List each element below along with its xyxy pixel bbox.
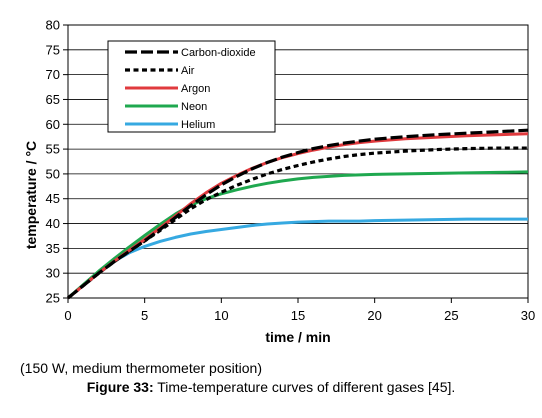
legend-label-helium: Helium [181,119,215,131]
x-tick-label: 5 [141,308,148,323]
chart-note: (150 W, medium thermometer position) [20,360,262,376]
y-tick-label: 35 [46,241,60,256]
series-line-helium [67,217,528,300]
y-axis-title: temperature / °C [23,141,39,249]
y-tick-label: 60 [46,117,60,132]
y-tick-label: 65 [46,92,60,107]
legend-label-air: Air [181,65,195,77]
series-line-carbon-dioxide [66,128,529,300]
x-tick-label: 30 [521,308,535,323]
x-axis-title: time / min [265,329,330,345]
y-tick-label: 75 [46,42,60,57]
x-tick-label: 25 [444,308,458,323]
y-tick-label: 55 [46,142,60,157]
y-tick-label: 70 [46,67,60,82]
y-tick-label: 40 [46,216,60,231]
figure-caption-text: Time-temperature curves of different gas… [153,379,456,395]
y-tick-label: 50 [46,166,60,181]
legend-label-carbon-dioxide: Carbon-dioxide [181,47,256,59]
y-tick-label: 25 [46,291,60,306]
tick-marks [63,24,529,303]
legend-label-neon: Neon [181,101,207,113]
figure-label: Figure 33: [86,379,154,395]
legend: Carbon-dioxide Air Argon Neon Helium [107,40,276,133]
legend-box [107,40,276,133]
series-group [66,128,529,300]
chart-svg: Carbon-dioxide Air Argon Neon Helium time / … [23,18,535,346]
legend-label-argon: Argon [181,83,210,95]
line-chart: Carbon-dioxide Air Argon Neon Helium time / … [23,18,535,346]
series-line-neon [67,170,529,300]
x-tick-label: 0 [64,308,71,323]
figure-caption: Figure 33: Time-temperature curves of di… [0,379,542,395]
y-tick-label: 30 [46,266,60,281]
x-tick-label: 20 [367,308,381,323]
y-tick-label: 45 [46,191,60,206]
x-tick-label: 15 [291,308,305,323]
x-tick-label: 10 [214,308,228,323]
y-tick-label: 80 [46,18,60,33]
